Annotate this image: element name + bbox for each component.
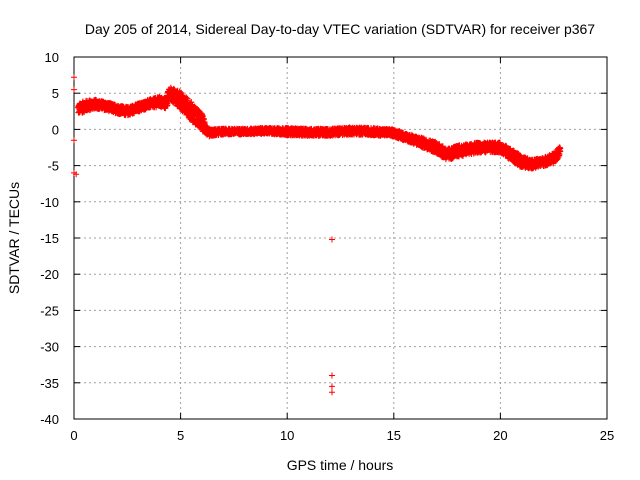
trace-point [178, 89, 185, 96]
x-tick-label: 10 [280, 428, 294, 443]
outlier-point [328, 236, 335, 243]
x-tick-label: 15 [387, 428, 401, 443]
chart-title: Day 205 of 2014, Sidereal Day-to-day VTE… [85, 21, 595, 37]
trace-point [199, 112, 206, 119]
outlier-point [328, 383, 335, 390]
y-tick-label: 10 [45, 50, 59, 65]
y-tick-label: -35 [40, 376, 59, 391]
y-axis-label: SDTVAR / TECUs [6, 182, 22, 294]
y-tick-label: -30 [40, 340, 59, 355]
outlier-point [71, 86, 77, 93]
outlier-point [73, 171, 80, 178]
x-axis-label: GPS time / hours [287, 457, 394, 473]
axis-ticks: 0 5 10 15 20 25 -40 -35 -30 -25 -20 -15 -10 -5 0 5 10 [40, 50, 614, 443]
x-tick-label: 5 [177, 428, 184, 443]
y-tick-label: -25 [40, 303, 59, 318]
x-tick-label: 20 [493, 428, 507, 443]
x-tick-label: 25 [600, 428, 614, 443]
y-tick-label: -15 [40, 231, 59, 246]
y-tick-label: 5 [52, 86, 59, 101]
data-points [71, 74, 564, 396]
y-tick-label: 0 [52, 122, 59, 137]
y-tick-label: -10 [40, 195, 59, 210]
x-tick-label: 0 [70, 428, 77, 443]
outlier-point [71, 74, 77, 81]
outlier-point [328, 389, 335, 396]
trace-point [164, 100, 171, 107]
y-tick-label: -40 [40, 412, 59, 427]
y-tick-label: -5 [47, 159, 59, 174]
y-tick-label: -20 [40, 267, 59, 282]
trace-point [188, 99, 195, 106]
outlier-point [71, 137, 77, 144]
outlier-point [328, 372, 335, 379]
trace-point [557, 145, 564, 152]
